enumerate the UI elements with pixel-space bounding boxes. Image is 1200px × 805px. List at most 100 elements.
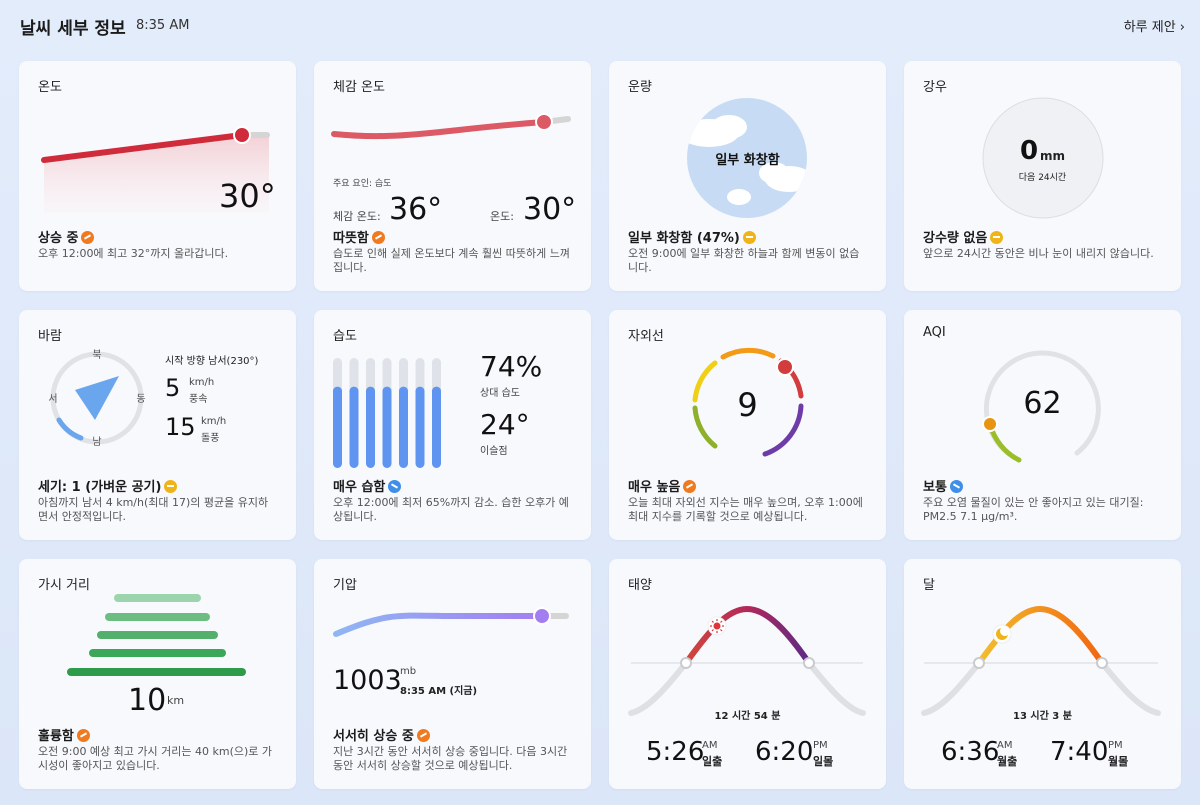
trend-down-icon	[949, 480, 963, 493]
aqi-card[interactable]: AQI 62 보통 주요 오염 물질이 있는 안 좋아지고 있는 대기질: PM…	[904, 310, 1181, 540]
trend-steady-icon	[742, 231, 756, 244]
moonset-ampm: PM	[1108, 740, 1123, 751]
dew-point-value: 24°	[480, 408, 530, 441]
wind-gust-label: 돌풍	[201, 433, 220, 444]
moonrise-ampm: AM	[997, 740, 1013, 751]
actual-temp-label: 온도:	[490, 210, 514, 223]
sun-arc	[683, 605, 812, 666]
sunrise-ampm: AM	[702, 740, 718, 751]
compass-west: 서	[48, 393, 57, 405]
aqi-marker	[982, 416, 998, 432]
uv-marker	[776, 358, 794, 376]
uv-value: 9	[737, 386, 758, 424]
humidity-description: 오후 12:00에 최저 65%까지 감소. 습한 오후가 예상됩니다.	[333, 496, 569, 523]
feels-status: 따뜻함	[333, 227, 385, 246]
aqi-description: 주요 오염 물질이 있는 안 좋아지고 있는 대기질: PM2.5 7.1 μg…	[923, 496, 1144, 523]
humidity-value: 74%	[480, 350, 543, 383]
card-title: 달	[923, 578, 935, 593]
feels-value: 36°	[389, 192, 443, 227]
temperature-status: 상승 중	[38, 227, 95, 246]
wind-gust: 15	[165, 413, 196, 441]
uv-gauge	[692, 347, 804, 457]
rain-status: 강수량 없음	[923, 227, 1004, 246]
humidity-label: 상대 습도	[480, 388, 520, 399]
wind-direction-arc	[56, 417, 84, 441]
card-title: 태양	[628, 578, 652, 593]
wind-arrow-icon	[75, 376, 119, 420]
card-title: 자외선	[628, 329, 664, 344]
moonset-time: 7:40	[1050, 737, 1109, 767]
rain-description: 앞으로 24시간 동안은 비나 눈이 내리지 않습니다.	[923, 247, 1154, 260]
rain-card[interactable]: 강우 0 mm 다음 24시간 강수량 없음 앞으로 24시간 동안은 비나 눈…	[904, 61, 1181, 291]
trend-up-icon	[81, 231, 95, 244]
uv-card[interactable]: 자외선 9 매우 높음 오늘 최대 자외선 지수는 매우 높으며, 오후 1:0…	[609, 310, 886, 540]
cloud-status: 일부 화창함 (47%)	[628, 227, 756, 246]
trend-up-icon	[76, 729, 90, 742]
wind-gust-unit: km/h	[201, 416, 227, 427]
wind-card[interactable]: 바람 북 남 동 서 시작 방향 남서(230°) 5 km/h 풍속 15 k…	[19, 310, 296, 540]
card-title: AQI	[923, 325, 946, 340]
pressure-chart	[333, 607, 569, 637]
wind-description: 아침까지 남서 4 km/h(최대 17)의 평균을 유지하면서 안정적입니다.	[38, 496, 269, 523]
visibility-card[interactable]: 가시 거리 10 km 훌륭함 오전 9:00 예상 최고 가시 거리는 40 …	[19, 559, 296, 789]
trend-up-icon	[683, 480, 697, 493]
feels-like-card[interactable]: 체감 온도 주요 요인: 습도 체감 온도: 36° 온도: 30° 따뜻함 습…	[314, 61, 591, 291]
temperature-card[interactable]: 온도 30° 상승 중 오후 12:00에 최고 32°까지 올라갑니다.	[19, 61, 296, 291]
compass-north: 북	[92, 349, 101, 361]
humidity-status: 매우 습함	[333, 476, 402, 495]
wind-compass: 북 남 동 서	[48, 349, 145, 448]
main-factor: 주요 요인: 습도	[333, 179, 392, 189]
aqi-status: 보통	[923, 476, 963, 495]
card-title: 체감 온도	[333, 80, 385, 95]
humidity-bar	[349, 386, 359, 468]
aqi-gauge	[982, 350, 1101, 463]
rain-value: 0	[1020, 136, 1039, 166]
feels-like-chart	[331, 113, 571, 140]
cloud-center-label: 일부 화창함	[715, 153, 780, 168]
visibility-chart	[67, 594, 246, 676]
dew-point-label: 이슬점	[480, 446, 508, 457]
sunrise-label: 일출	[702, 755, 723, 768]
visibility-description: 오전 9:00 예상 최고 가시 거리는 40 km(으)로 가시성이 좋아지고…	[38, 745, 273, 772]
sunrise-time: 5:26	[646, 737, 705, 767]
moonrise-label: 월출	[997, 755, 1018, 768]
card-title: 온도	[38, 80, 62, 95]
current-temperature-marker	[233, 126, 251, 144]
sunset-ampm: PM	[813, 740, 828, 751]
pressure-time: 8:35 AM (지금)	[400, 686, 478, 697]
sun-card[interactable]: 태양 12 시간 54 분 5:26 AM 일출 6:20 PM 일몰	[609, 559, 886, 789]
moonset-label: 월몰	[1108, 755, 1129, 768]
card-title: 기압	[333, 578, 357, 593]
humidity-card[interactable]: 습도 74% 상대 습도 24° 이슬점 매우 습함 오후 12:00에 최저 …	[314, 310, 591, 540]
humidity-bar	[333, 386, 342, 468]
temperature-chart	[41, 126, 270, 213]
visibility-unit: km	[167, 694, 185, 707]
moon-card[interactable]: 달 13 시간 3 분 6:36 AM 월출 7:40 PM 월몰	[904, 559, 1181, 789]
temperature-description: 오후 12:00에 최고 32°까지 올라갑니다.	[38, 247, 229, 260]
sun-path-chart	[628, 605, 866, 716]
header-time: 8:35 AM	[136, 18, 190, 33]
rain-gauge	[982, 97, 1104, 219]
visibility-value: 10	[128, 683, 167, 718]
card-title: 바람	[38, 329, 62, 344]
cloud-description: 오전 9:00에 일부 화창한 하늘과 함께 변동이 없습니다.	[628, 247, 860, 274]
pressure-description: 지난 3시간 동안 서서히 상승 중입니다. 다음 3시간 동안 서서히 상승할…	[333, 745, 568, 772]
feels-like-marker	[535, 113, 553, 131]
temperature-value: 30°	[219, 177, 276, 215]
daily-suggestion-link[interactable]: 하루 제안 ›	[1123, 20, 1185, 35]
humidity-bar	[382, 386, 392, 468]
pressure-value: 1003	[333, 665, 402, 696]
aqi-value: 62	[1023, 386, 1062, 421]
card-title: 강우	[923, 80, 947, 95]
actual-temp-value: 30°	[523, 192, 577, 227]
trend-steady-icon	[990, 231, 1004, 244]
card-title: 가시 거리	[38, 578, 90, 593]
pressure-card[interactable]: 기압 1003 mb 8:35 AM (지금) 서서히 상승 중 지난 3시간 …	[314, 559, 591, 789]
cloud-cover-card[interactable]: 운량 일부 화창함 일부 화창함 (47%) 오전 9:00에 일부 화창한 하…	[609, 61, 886, 291]
feels-like-line	[331, 119, 547, 140]
uv-status: 매우 높음	[628, 476, 697, 495]
wind-status: 세기: 1 (가벼운 공기)	[38, 476, 178, 495]
compass-south: 남	[92, 436, 101, 448]
pressure-status: 서서히 상승 중	[333, 725, 430, 744]
humidity-bar	[415, 386, 425, 468]
